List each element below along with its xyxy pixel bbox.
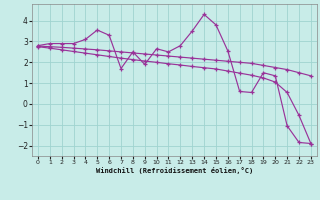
X-axis label: Windchill (Refroidissement éolien,°C): Windchill (Refroidissement éolien,°C) xyxy=(96,167,253,174)
